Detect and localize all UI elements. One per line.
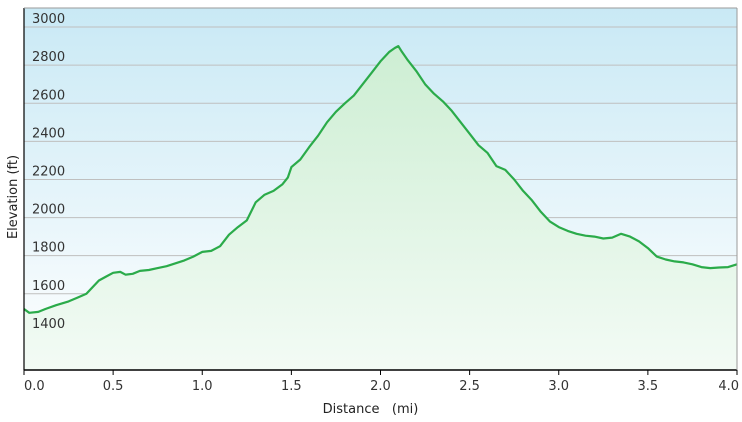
- y-tick-label: 1600: [32, 279, 65, 294]
- x-tick-labels: 0.0 0.5 1.0 1.5 2.0 2.5 3.0 3.5 4.0: [24, 379, 739, 394]
- y-tick-label: 3000: [32, 12, 65, 27]
- y-tick-label: 2400: [32, 126, 65, 141]
- x-tick-label: 4.0: [718, 379, 739, 394]
- x-tick-label: 3.0: [548, 379, 569, 394]
- x-tick-label: 2.5: [459, 379, 480, 394]
- y-tick-label: 2600: [32, 88, 65, 103]
- y-tick-label: 2200: [32, 164, 65, 179]
- elevation-line: [23, 45, 738, 314]
- axes: [23, 7, 738, 375]
- x-tick-label: 2.0: [370, 379, 391, 394]
- y-tick-label: 2800: [32, 50, 65, 65]
- x-tick-label: 0.5: [103, 379, 124, 394]
- x-tick-label: 0.0: [24, 379, 45, 394]
- y-tick-label: 1400: [32, 317, 65, 332]
- elevation-area-fill: [24, 46, 737, 370]
- x-tick-label: 1.5: [281, 379, 302, 394]
- y-tick-label: 1800: [32, 241, 65, 256]
- x-tick-label: 3.5: [638, 379, 659, 394]
- y-axis-title: Elevation (ft): [6, 155, 21, 239]
- y-tick-labels: 1400 1600 1800 2000 2200 2400 2600 2800 3000: [32, 12, 65, 332]
- x-tick-label: 1.0: [192, 379, 213, 394]
- x-axis-title: Distance (mi): [323, 402, 419, 417]
- y-tick-label: 2000: [32, 203, 65, 218]
